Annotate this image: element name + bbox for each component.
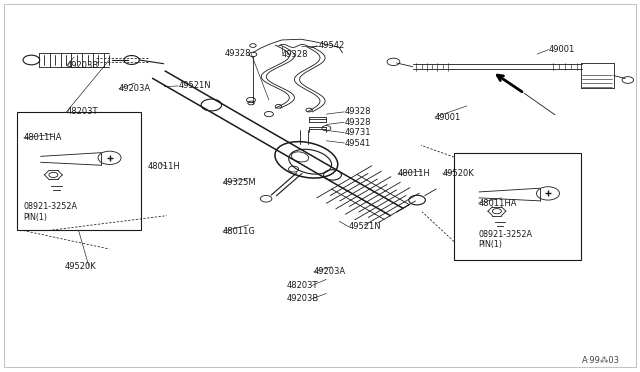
Text: 49203B: 49203B xyxy=(67,61,99,70)
Text: 48203T: 48203T xyxy=(67,108,98,116)
Text: 48011H: 48011H xyxy=(148,162,180,171)
Text: 49521N: 49521N xyxy=(178,81,211,90)
Text: 49325M: 49325M xyxy=(223,178,257,187)
Text: 48011G: 48011G xyxy=(223,227,256,236)
Text: 49521N: 49521N xyxy=(349,222,381,231)
Text: 49328: 49328 xyxy=(344,108,371,116)
Text: 48011H: 48011H xyxy=(398,169,431,178)
Text: 48011HA: 48011HA xyxy=(24,133,62,142)
Text: 48011HA: 48011HA xyxy=(478,199,517,208)
Text: A·99⁂03: A·99⁂03 xyxy=(582,356,620,365)
Text: 49542: 49542 xyxy=(319,41,345,51)
Text: 49203A: 49203A xyxy=(314,267,346,276)
Text: 49203A: 49203A xyxy=(119,84,151,93)
Text: 49520K: 49520K xyxy=(65,262,96,270)
Text: 08921-3252A: 08921-3252A xyxy=(24,202,77,211)
Text: 49001: 49001 xyxy=(435,113,461,122)
Text: 48203T: 48203T xyxy=(287,281,318,290)
Text: PIN(1): PIN(1) xyxy=(478,240,502,249)
Text: 49328: 49328 xyxy=(225,49,251,58)
Text: 49520K: 49520K xyxy=(443,169,474,178)
Text: 49328: 49328 xyxy=(282,50,308,59)
Text: PIN(1): PIN(1) xyxy=(24,213,48,222)
Text: 49731: 49731 xyxy=(344,128,371,137)
Bar xyxy=(17,112,141,231)
Text: 08921-3252A: 08921-3252A xyxy=(478,230,532,239)
Text: 49203B: 49203B xyxy=(287,294,319,303)
Bar xyxy=(454,153,580,260)
Text: 49001: 49001 xyxy=(548,45,575,54)
Text: 49541: 49541 xyxy=(344,138,371,148)
Text: 49328: 49328 xyxy=(344,118,371,127)
